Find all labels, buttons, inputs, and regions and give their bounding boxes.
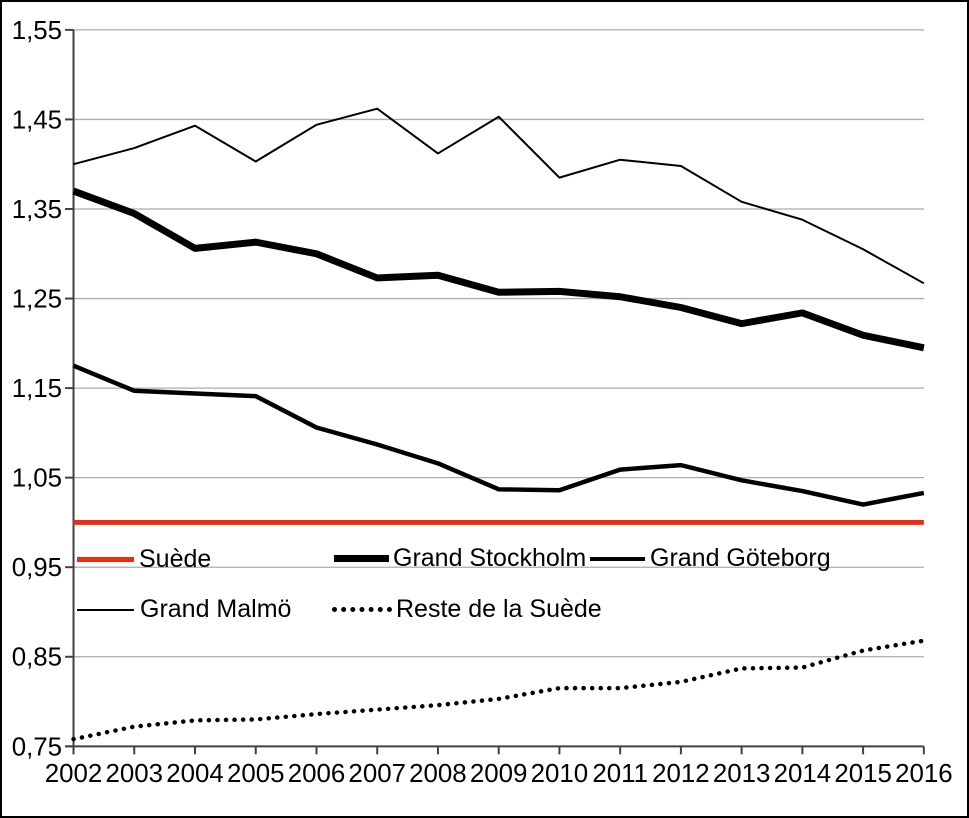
x-tick-label: 2015 xyxy=(834,760,892,788)
x-tick-label: 2002 xyxy=(45,760,103,788)
x-tick-label: 2014 xyxy=(774,760,832,788)
x-tick-label: 2012 xyxy=(652,760,710,788)
x-tick-label: 2016 xyxy=(895,760,953,788)
legend-item-grand-stockholm: Grand Stockholm xyxy=(334,546,586,571)
y-tick-label: 0,95 xyxy=(12,554,62,582)
legend-label-reste-de-la-suede: Reste de la Suède xyxy=(396,595,602,623)
series-line-4 xyxy=(71,638,927,742)
y-tick-label: 1,15 xyxy=(12,375,62,403)
legend-key-suede-line xyxy=(77,557,134,562)
y-tick-label: 1,45 xyxy=(12,106,62,134)
y-tick-label: 0,75 xyxy=(12,733,62,761)
x-tick-label: 2010 xyxy=(531,760,589,788)
x-tick-label: 2008 xyxy=(409,760,467,788)
legend-item-grand-malmo: Grand Malmö xyxy=(77,597,291,622)
legend-item-grand-goteborg: Grand Göteborg xyxy=(590,546,831,571)
y-tick-label: 1,55 xyxy=(12,17,62,45)
legend-key-grand-malmo-line xyxy=(77,608,134,611)
x-tick-label: 2013 xyxy=(713,760,771,788)
x-tick-label: 2011 xyxy=(592,760,648,788)
legend-item-reste-de-la-suede: Reste de la Suède xyxy=(332,597,602,622)
legend-label-suede: Suède xyxy=(139,545,212,573)
legend-key-reste-de-la-suede-dotted-line xyxy=(332,607,392,612)
x-tick-label: 2007 xyxy=(348,760,406,788)
legend-item-suede: Suède xyxy=(77,547,211,572)
x-tick-label: 2005 xyxy=(227,760,285,788)
legend-key-grand-goteborg-line xyxy=(590,556,645,561)
legend-key-grand-stockholm-line xyxy=(334,555,389,562)
y-tick-label: 1,25 xyxy=(12,285,62,313)
legend-label-grand-goteborg: Grand Göteborg xyxy=(650,544,831,572)
y-tick-label: 0,85 xyxy=(12,644,62,672)
x-tick-label: 2004 xyxy=(166,760,224,788)
legend-label-grand-stockholm: Grand Stockholm xyxy=(393,544,587,572)
x-tick-label: 2003 xyxy=(105,760,163,788)
x-tick-label: 2009 xyxy=(470,760,528,788)
x-tick-label: 2006 xyxy=(288,760,346,788)
y-tick-label: 1,05 xyxy=(12,465,62,493)
series-line-1 xyxy=(72,187,925,352)
legend-label-grand-malmo: Grand Malmö xyxy=(140,595,292,623)
series-line-3 xyxy=(73,107,925,285)
series-line-2 xyxy=(72,363,925,507)
y-tick-label: 1,35 xyxy=(12,196,62,224)
